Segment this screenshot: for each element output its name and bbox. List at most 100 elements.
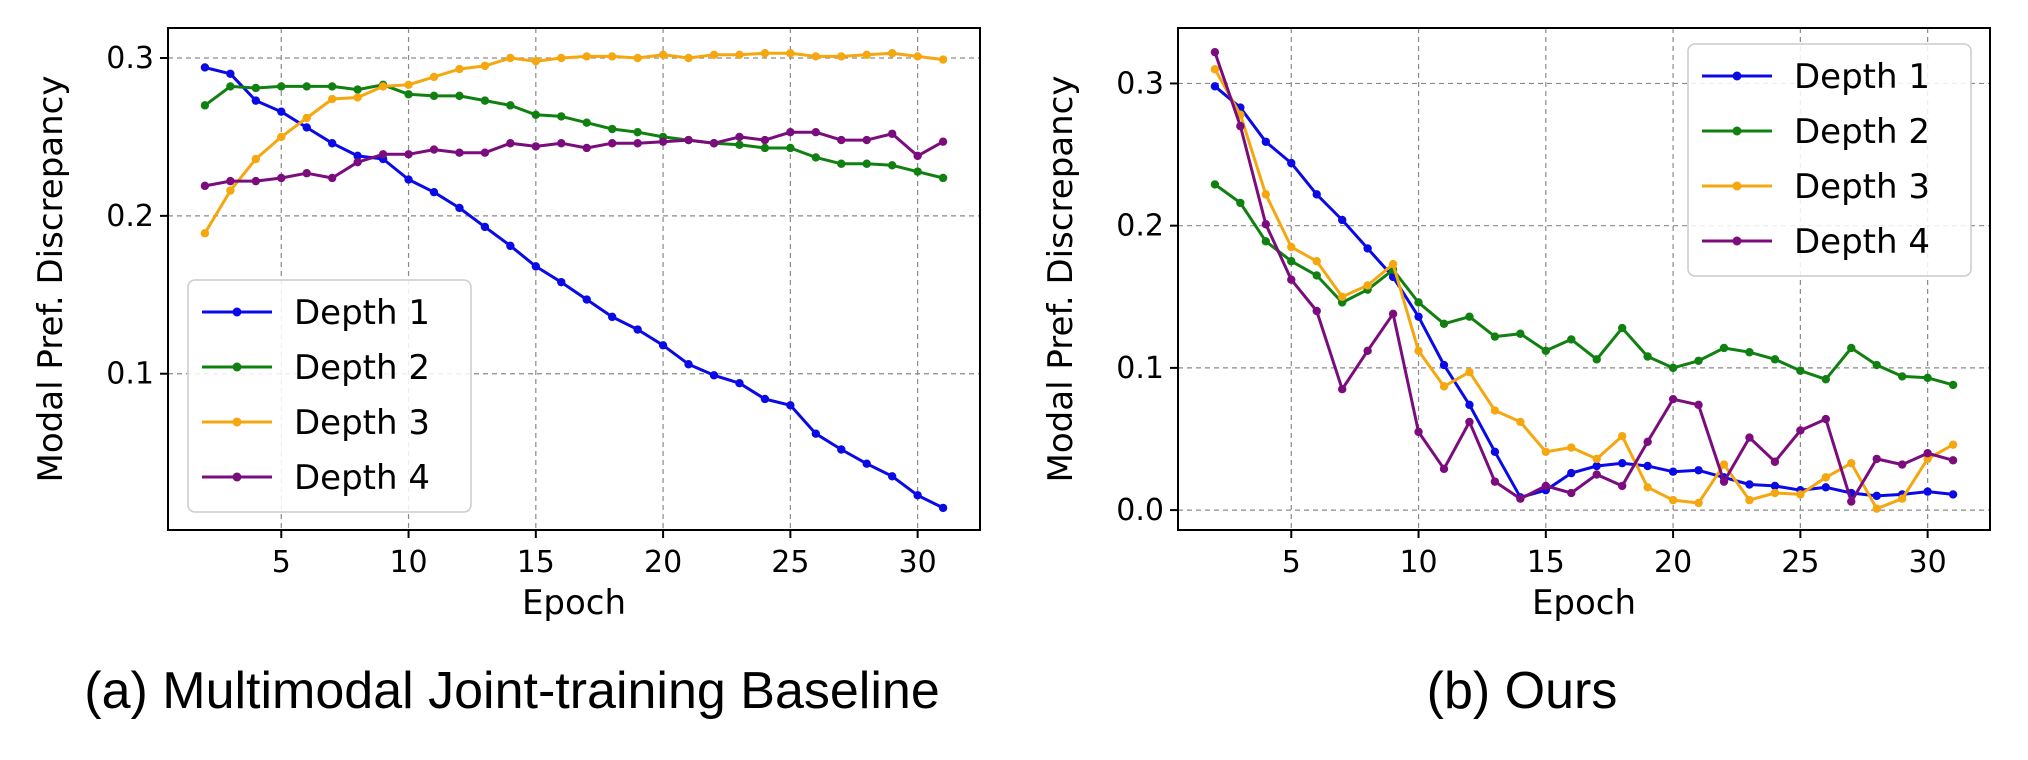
- data-point-depth-1: [480, 222, 490, 232]
- data-point-depth-4: [582, 143, 591, 153]
- y-axis-label: Modal Pref. Discrepancy: [31, 76, 71, 483]
- data-point-depth-4: [404, 150, 413, 159]
- data-point-depth-4: [1948, 456, 1958, 465]
- data-point-depth-1: [455, 203, 464, 213]
- data-point-depth-4: [1796, 426, 1805, 435]
- data-point-depth-3: [1643, 483, 1652, 492]
- data-point-depth-4: [1770, 457, 1780, 466]
- legend-label-depth-1: Depth 1: [294, 293, 430, 333]
- data-point-depth-3: [251, 154, 261, 164]
- legend-box: [1687, 43, 1972, 277]
- data-point-depth-2: [327, 82, 337, 91]
- data-point-depth-3: [455, 64, 464, 74]
- data-point-depth-1: [1668, 467, 1678, 476]
- data-point-depth-4: [1897, 460, 1907, 469]
- series-line-depth-3: [203, 51, 944, 234]
- data-point-depth-2: [200, 101, 210, 110]
- data-point-depth-3: [735, 50, 744, 60]
- legend-marker-depth-3: [1732, 181, 1742, 191]
- data-point-depth-3: [1592, 454, 1601, 464]
- data-point-depth-2: [1668, 363, 1678, 373]
- data-point-depth-4: [1872, 454, 1881, 464]
- data-point-depth-1: [226, 69, 235, 78]
- data-point-depth-3: [277, 132, 286, 142]
- data-point-depth-3: [1897, 494, 1907, 503]
- data-point-depth-4: [1439, 464, 1449, 474]
- data-point-depth-3: [684, 53, 693, 63]
- data-point-depth-2: [429, 91, 439, 101]
- data-point-depth-1: [1439, 360, 1449, 370]
- data-point-depth-4: [1261, 220, 1271, 229]
- data-point-depth-4: [1465, 417, 1474, 427]
- legend-label-depth-3: Depth 3: [294, 403, 430, 443]
- data-point-depth-1: [302, 123, 311, 132]
- x-tick-label: 10: [1399, 545, 1437, 580]
- data-point-depth-4: [480, 148, 490, 157]
- panel-caption: (a) Multimodal Joint-training Baseline: [84, 662, 940, 720]
- x-tick-label: 30: [899, 545, 937, 580]
- series-line-depth-2: [1214, 183, 1954, 387]
- data-point-depth-1: [404, 175, 413, 184]
- data-point-depth-3: [404, 80, 413, 90]
- data-point-depth-3: [1694, 498, 1703, 508]
- data-point-depth-3: [1516, 417, 1525, 427]
- data-point-depth-2: [607, 124, 617, 134]
- data-point-depth-2: [480, 96, 490, 105]
- data-point-depth-3: [1948, 440, 1958, 449]
- data-point-depth-2: [1745, 348, 1754, 357]
- data-point-depth-3: [607, 52, 617, 61]
- data-point-depth-4: [506, 139, 515, 148]
- legend: Depth 1 Depth 2 Depth 3 Depth 4: [187, 279, 472, 513]
- data-point-depth-4: [1236, 121, 1245, 131]
- data-point-depth-1: [633, 325, 642, 334]
- data-point-depth-2: [1592, 355, 1601, 364]
- data-point-depth-2: [1439, 319, 1449, 328]
- data-point-depth-2: [1821, 375, 1831, 384]
- data-point-depth-4: [658, 137, 668, 146]
- data-point-depth-1: [506, 241, 515, 251]
- data-point-depth-1: [277, 107, 286, 116]
- data-point-depth-4: [1719, 477, 1729, 486]
- data-point-depth-3: [302, 113, 311, 123]
- data-point-depth-2: [735, 140, 744, 150]
- data-point-depth-4: [1745, 433, 1754, 442]
- data-point-depth-1: [1287, 158, 1296, 168]
- x-tick-label: 15: [517, 545, 555, 580]
- y-tick-label: 0.2: [106, 199, 154, 234]
- data-point-depth-2: [811, 153, 821, 162]
- data-point-depth-3: [582, 52, 591, 61]
- x-tick-label: 20: [644, 545, 682, 580]
- data-point-depth-3: [1261, 190, 1271, 199]
- series-line-depth-1: [204, 66, 944, 510]
- data-point-depth-4: [1847, 497, 1856, 506]
- data-point-depth-1: [1617, 458, 1627, 468]
- data-point-depth-4: [378, 150, 388, 159]
- data-point-depth-2: [1643, 352, 1652, 361]
- series-line-depth-4: [1213, 51, 1954, 504]
- data-point-depth-2: [1312, 271, 1321, 280]
- data-point-depth-1: [1592, 461, 1601, 471]
- data-point-depth-1: [658, 341, 668, 350]
- data-point-depth-2: [506, 101, 515, 110]
- data-point-depth-3: [1745, 495, 1754, 505]
- data-point-depth-1: [582, 295, 591, 304]
- data-point-depth-1: [1694, 466, 1703, 475]
- data-point-depth-4: [1694, 400, 1703, 410]
- data-point-depth-4: [1414, 427, 1423, 437]
- data-point-depth-3: [1363, 281, 1372, 290]
- legend-marker-depth-1: [232, 307, 242, 317]
- data-point-depth-3: [1388, 259, 1398, 269]
- data-point-depth-2: [1465, 312, 1474, 321]
- x-tick-label: 5: [272, 545, 291, 580]
- data-point-depth-4: [455, 148, 464, 157]
- data-point-depth-3: [1541, 447, 1551, 456]
- data-point-depth-2: [1923, 373, 1932, 383]
- data-point-depth-2: [1287, 257, 1296, 266]
- data-point-depth-3: [226, 186, 235, 195]
- data-point-depth-4: [1567, 488, 1576, 498]
- data-point-depth-2: [1414, 298, 1423, 307]
- data-point-depth-4: [1210, 47, 1220, 57]
- data-point-depth-1: [760, 394, 770, 404]
- x-tick-label: 25: [1781, 545, 1819, 580]
